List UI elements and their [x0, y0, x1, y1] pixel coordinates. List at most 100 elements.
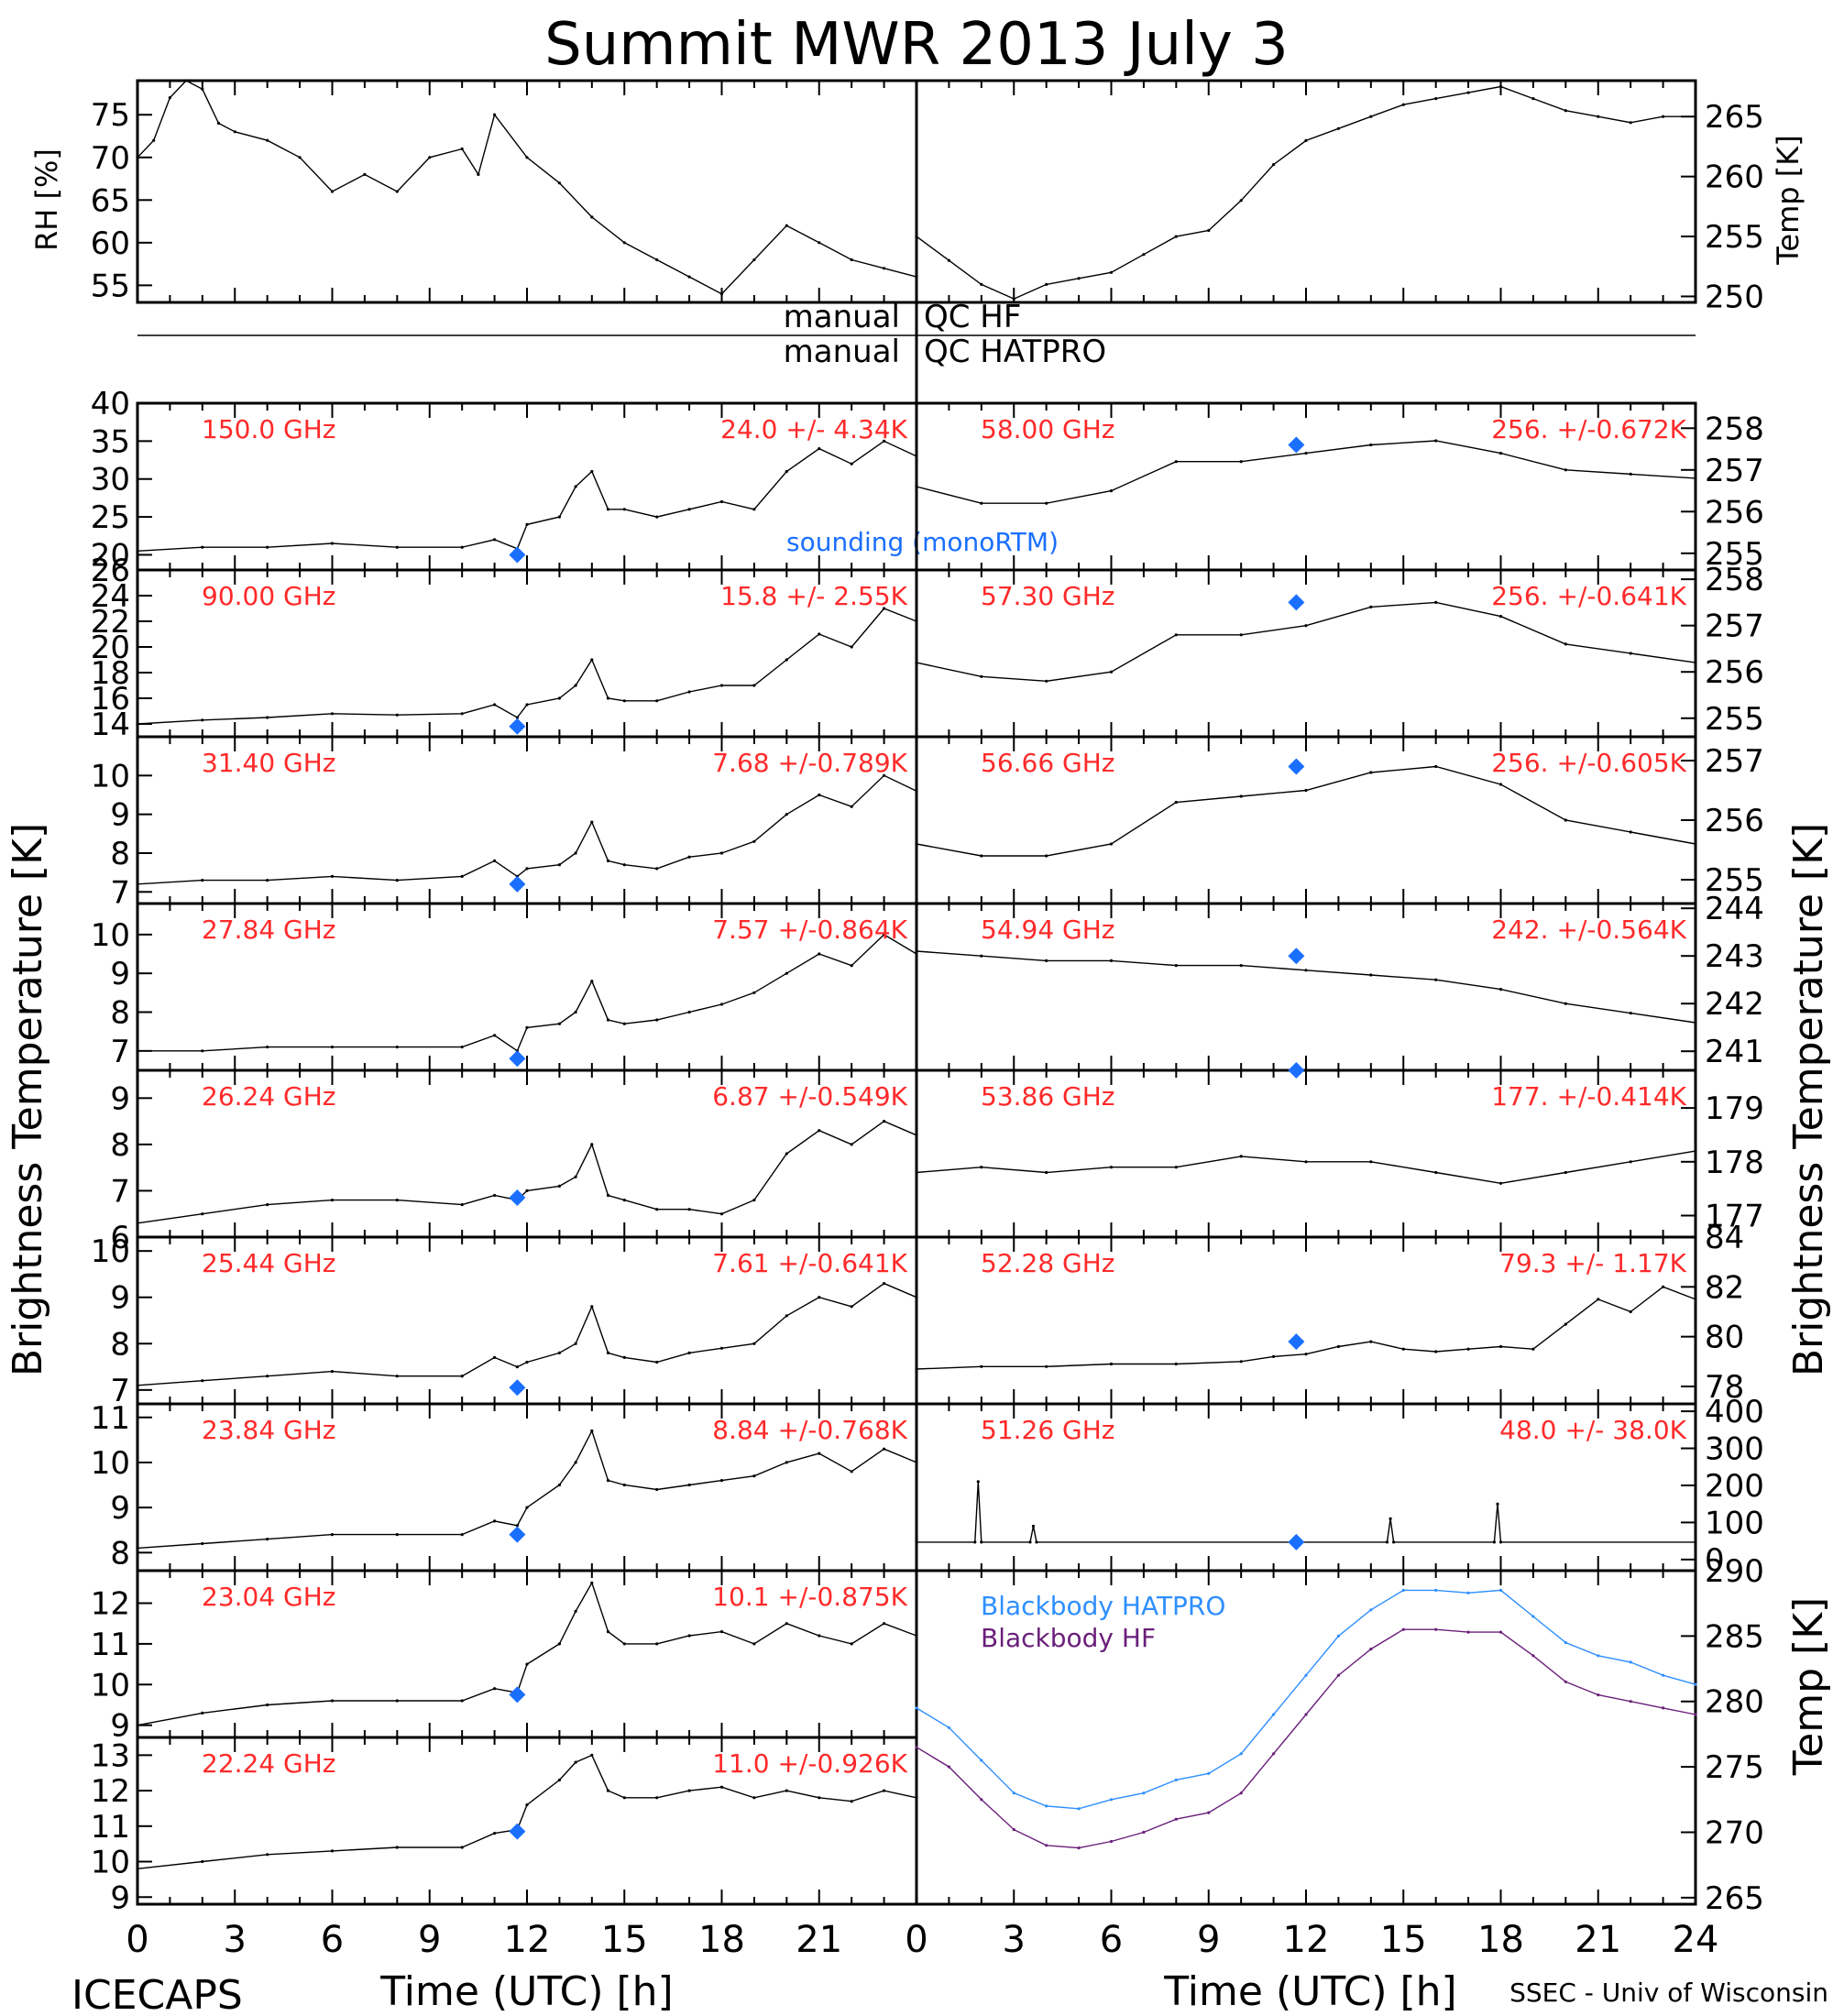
y-tick-label: 7: [110, 1173, 130, 1210]
data-point: [622, 1796, 626, 1800]
sounding-marker: [1288, 948, 1305, 965]
x-axis-label-left: Time (UTC) [h]: [379, 1968, 673, 2015]
y-tick-label: 257: [1705, 453, 1764, 489]
data-point: [216, 121, 221, 126]
data-point: [1629, 1700, 1632, 1704]
sounding-marker: [509, 1050, 526, 1068]
data-point: [395, 713, 399, 717]
data-point: [606, 1018, 610, 1022]
data-point: [1207, 1771, 1211, 1775]
x-tick-label: 18: [1477, 1919, 1524, 1961]
y-tick-label: 22: [91, 604, 130, 641]
series-line-trace: [916, 1481, 1696, 1543]
data-point: [980, 674, 983, 678]
data-point: [1597, 1693, 1600, 1697]
data-point: [1045, 679, 1048, 683]
y-tick-label: 241: [1705, 1034, 1764, 1070]
data-point: [1434, 1170, 1438, 1175]
stat-label: 11.0 +/-0.926K: [712, 1748, 907, 1779]
data-point: [1498, 1630, 1503, 1634]
data-point: [883, 607, 886, 610]
data-point: [1369, 115, 1373, 118]
y-tick-label: 250: [1705, 279, 1764, 315]
data-point: [687, 275, 691, 279]
chart-title: Summit MWR 2013 July 3: [544, 11, 1289, 79]
data-point: [136, 1049, 139, 1053]
panel-23.84: 8 9 10 11 23.84 GHz 8.84 +/-0.768K: [91, 1400, 918, 1572]
data-point: [1369, 1340, 1373, 1343]
data-point: [1662, 1673, 1665, 1677]
data-point: [460, 1846, 464, 1849]
data-point: [557, 1483, 562, 1487]
data-point: [395, 1533, 399, 1537]
data-point: [1045, 501, 1048, 505]
frequency-label: 54.94 GHz: [981, 915, 1115, 945]
data-point: [818, 793, 821, 797]
frequency-label: 25.44 GHz: [202, 1248, 336, 1278]
data-point: [1077, 1846, 1081, 1850]
data-point: [947, 258, 950, 262]
data-point: [574, 1609, 577, 1613]
data-point: [1239, 1791, 1243, 1795]
data-point: [818, 241, 821, 245]
panel-58: 255 256 257 258 58.00 GHz 256. +/-0.672K: [915, 401, 1764, 573]
data-point: [1174, 460, 1178, 464]
data-point: [201, 1212, 204, 1216]
data-point: [1564, 468, 1567, 472]
data-point: [850, 1470, 853, 1474]
y-tick-label: 7: [110, 1373, 130, 1409]
sounding-marker: [509, 875, 526, 893]
y-tick-label: 12: [91, 1586, 130, 1623]
data-point: [687, 690, 691, 694]
x-tick-label: 15: [1380, 1919, 1427, 1961]
data-point: [1174, 633, 1178, 637]
data-point: [1385, 1540, 1389, 1544]
data-point: [557, 1642, 562, 1646]
x-tick-label: 9: [418, 1919, 441, 1961]
data-point: [1012, 1828, 1015, 1832]
data-point: [752, 839, 756, 843]
data-point: [395, 1699, 399, 1703]
data-point: [574, 851, 577, 855]
data-point: [818, 1129, 821, 1133]
data-point: [1012, 1791, 1015, 1795]
data-point: [883, 933, 886, 937]
data-point: [1239, 460, 1243, 464]
data-point: [590, 1429, 594, 1433]
y-tick-label: 25: [91, 499, 130, 536]
data-point: [1272, 1752, 1276, 1756]
data-point: [557, 515, 562, 519]
series-line-blackbody-hf: [916, 1628, 1696, 1849]
data-point: [460, 712, 464, 716]
data-point: [818, 632, 821, 636]
series-line-trace: [137, 608, 917, 725]
data-point: [1109, 1362, 1114, 1366]
data-point: [136, 156, 139, 159]
y-tick-label: 9: [110, 956, 130, 992]
y-tick-label: 12: [91, 1773, 130, 1810]
data-point: [1694, 1682, 1697, 1686]
data-point: [515, 1524, 520, 1528]
data-point: [460, 1533, 464, 1537]
stat-label: 7.57 +/-0.864K: [712, 915, 907, 945]
footer-left: ICECAPS: [71, 1972, 243, 2016]
data-point: [655, 1018, 659, 1022]
series-line-trace: [137, 1120, 917, 1224]
y-tick-label: 35: [91, 423, 130, 460]
data-point: [201, 1541, 204, 1546]
data-point: [1466, 1347, 1470, 1351]
data-point: [201, 1049, 204, 1053]
series-line-trace: [916, 601, 1696, 683]
data-point: [752, 1474, 756, 1478]
data-point: [687, 1789, 691, 1792]
data-point: [1498, 1588, 1503, 1592]
stat-label: 242. +/-0.564K: [1491, 915, 1686, 945]
data-point: [525, 1189, 529, 1192]
bb-ylabel: Temp [K]: [1785, 1597, 1832, 1776]
data-point: [330, 874, 335, 879]
data-point: [557, 181, 562, 185]
data-point: [233, 130, 236, 134]
data-point: [1369, 973, 1373, 977]
data-point: [1239, 1752, 1243, 1756]
